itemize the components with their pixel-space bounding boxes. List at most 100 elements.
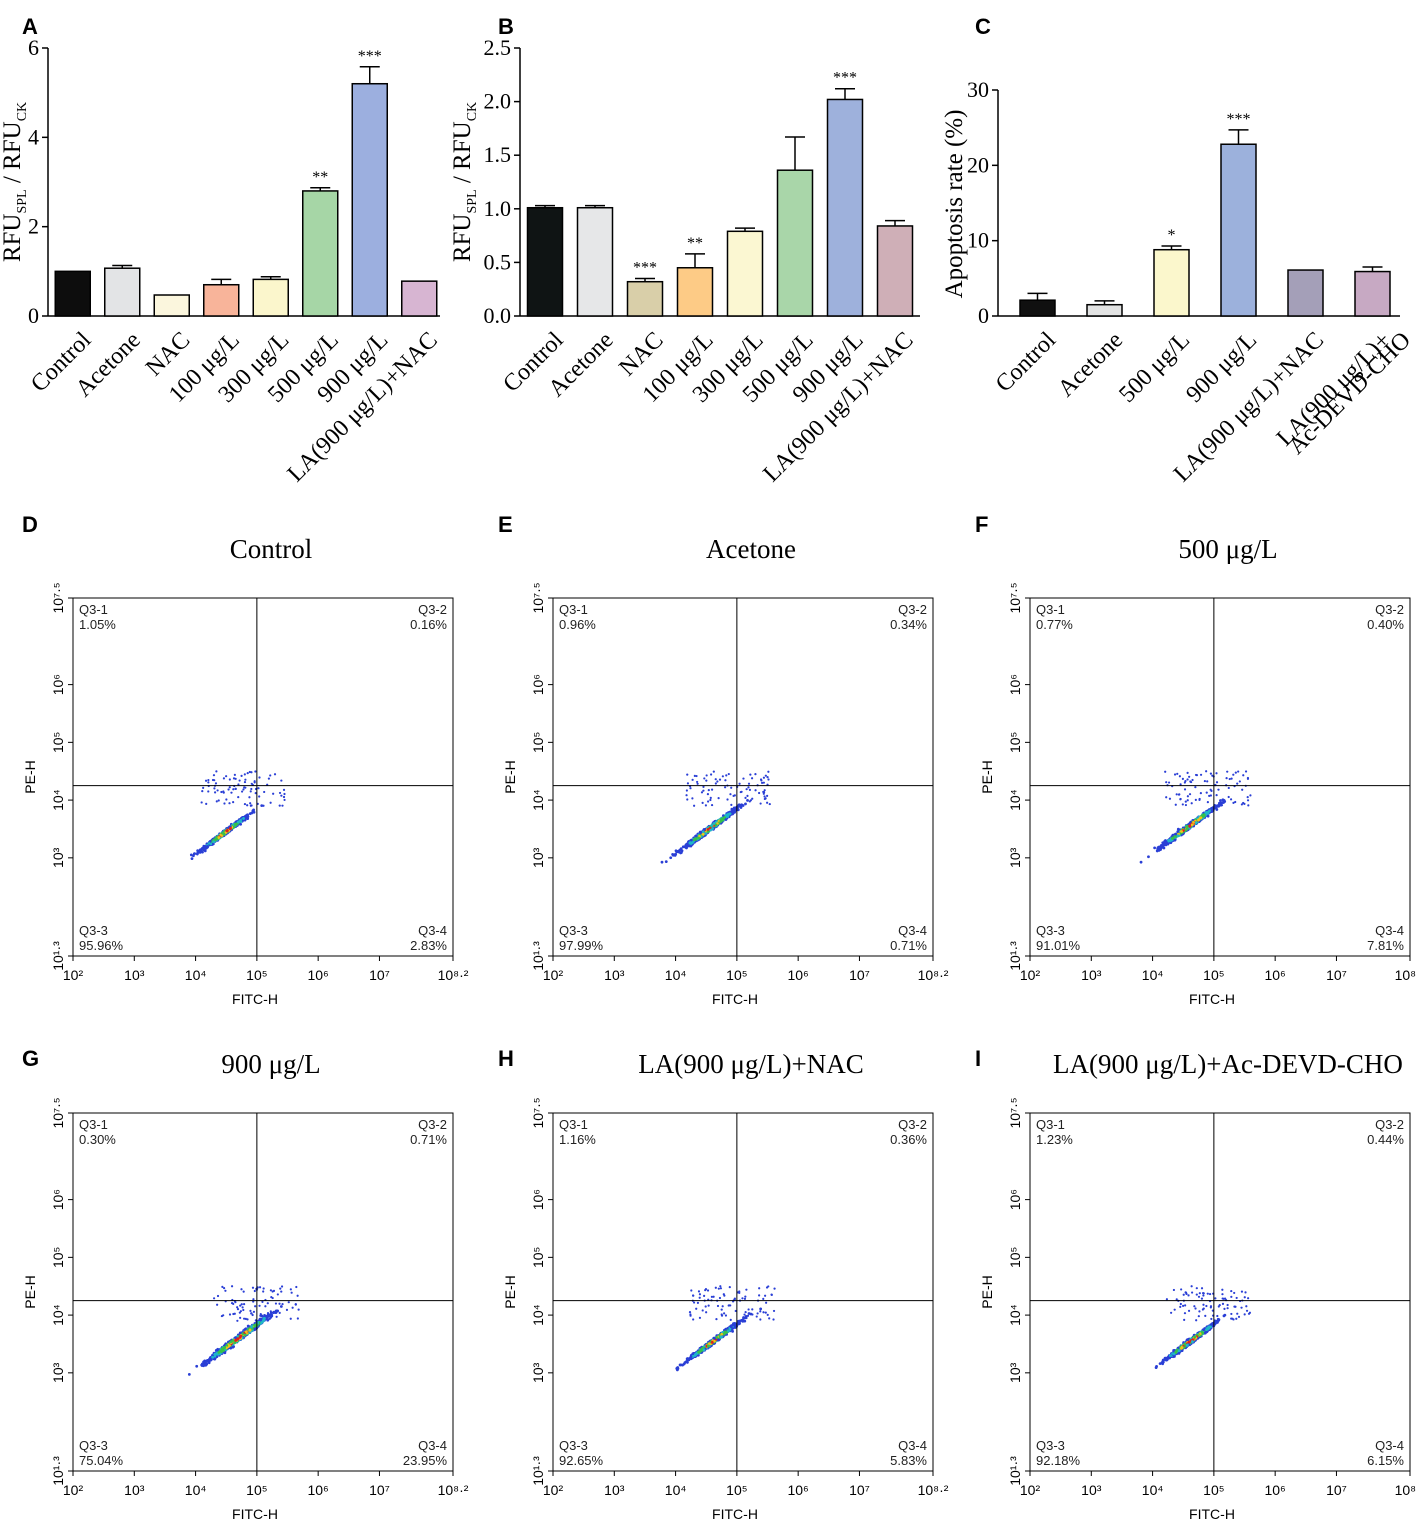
event-dot [707,1304,710,1307]
event-dot [675,1367,679,1370]
quadrant-value: 2.83% [410,938,447,953]
event-dot [1215,772,1218,775]
event-dot [248,1330,252,1334]
event-dot [225,775,228,778]
x-tick-label: 10² [543,967,564,983]
event-dot [228,1313,232,1316]
y-tick-label: 10⁷·⁵ [50,1097,66,1128]
event-dot [749,773,752,776]
event-dot [768,802,771,806]
event-dot [220,1350,223,1354]
y-tick-label: 10⁴ [530,1304,546,1326]
event-dot [262,1290,265,1293]
event-dot [201,790,204,793]
event-dot [243,1328,247,1331]
event-dot [1179,798,1182,801]
event-dot [703,1294,706,1297]
event-dot [693,1354,697,1358]
plot-title: LA(900 μg/L)+NAC [638,1049,863,1079]
event-dot [236,1306,239,1309]
event-dot [249,802,252,805]
event-dot [253,1289,256,1293]
event-dot [1227,786,1230,790]
event-dot [704,1289,707,1292]
event-dot [686,782,690,785]
event-dot [1198,798,1201,802]
event-dot [296,1317,299,1320]
event-dot [1209,772,1213,775]
quadrant-value: 0.16% [410,617,447,632]
event-dot [248,1328,252,1332]
event-dot [294,1303,297,1306]
y-tick-label: 10⁷·⁵ [50,582,66,613]
event-dot [222,777,226,780]
event-dot [1206,780,1209,783]
event-dot [213,791,217,794]
event-dot [759,1307,763,1311]
event-dot [209,842,213,846]
x-tick-label: 10⁵ [1203,967,1224,983]
event-dot [1173,834,1177,838]
event-dot [281,804,284,807]
event-dot [1249,794,1252,797]
event-dot [738,782,741,785]
event-dot [715,1336,719,1339]
quadrant-value: 0.77% [1036,617,1073,632]
event-dot [1209,794,1213,797]
event-dot [250,1325,254,1329]
event-dot [257,787,260,790]
event-dot [289,1288,292,1291]
event-dot [709,796,712,799]
event-dot [224,1289,227,1292]
event-dot [1227,795,1230,799]
event-dot [705,1311,708,1314]
x-tick-label: 10⁶ [307,1482,328,1498]
event-dot [712,1336,716,1340]
event-dot [694,834,698,838]
event-dot [250,782,253,785]
plot-title: 500 μg/L [1178,534,1277,564]
event-dot [691,797,694,800]
quadrant-name: Q3-2 [1375,602,1404,617]
event-dot [289,1317,292,1320]
event-dot [281,1302,284,1306]
y-tick-label: 1.5 [484,142,512,167]
flow-plot-h: H LA(900 μg/L)+NACQ3-11.16%Q3-20.36%Q3-39… [498,1046,949,1522]
event-dot [754,772,757,776]
event-dot [745,1288,748,1291]
y-axis-label: PE-H [502,1275,518,1308]
x-tick-label: 10⁵ [726,1482,747,1498]
event-dot [276,1293,279,1296]
event-dot [685,794,688,797]
y-tick-label: 10⁶ [50,1189,66,1210]
event-dot [717,797,720,800]
event-dot [755,1315,758,1318]
event-dot [215,837,219,841]
event-dot [730,807,734,811]
event-dot [747,1312,751,1315]
event-dot [1171,836,1174,840]
event-dot [731,1329,734,1333]
event-dot [1204,1331,1208,1334]
event-dot [742,1317,746,1320]
event-dot [262,1287,265,1290]
bar [1220,143,1257,317]
plot-frame [552,1112,934,1472]
event-dot [269,1315,272,1319]
event-dot [244,786,247,789]
event-dot [728,1286,731,1289]
event-dot [751,1313,754,1316]
event-dot [686,773,689,776]
event-dot [691,778,694,781]
event-dot [726,815,730,818]
event-dot [1176,772,1179,775]
event-dot [705,779,708,782]
event-dot [689,1355,693,1358]
quadrant-name: Q3-3 [559,1438,588,1453]
event-dot [701,830,705,834]
y-tick-label: 10³ [50,847,66,868]
event-dot [208,1358,212,1362]
quadrant-value: 0.36% [890,1132,927,1147]
event-dot [705,774,708,777]
